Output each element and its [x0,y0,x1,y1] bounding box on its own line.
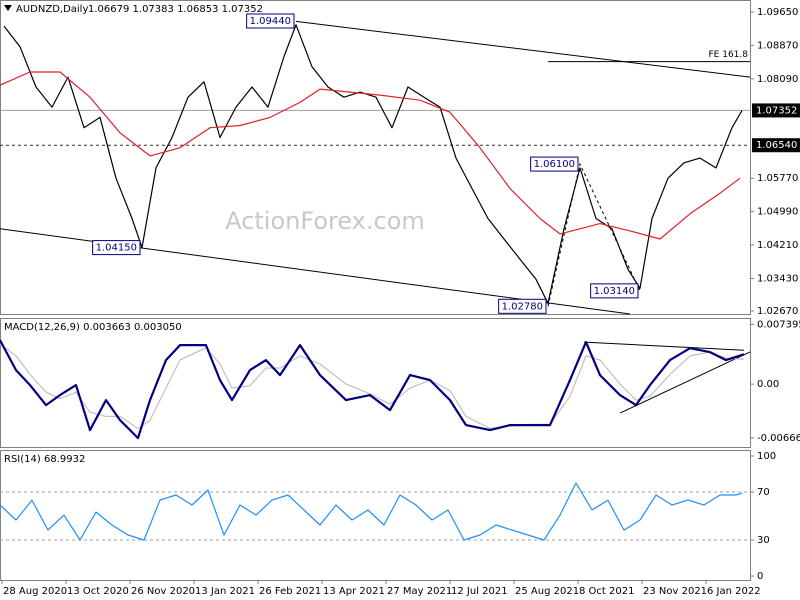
series-line [0,71,741,240]
x-tick-label: 25 Aug 2021 [515,586,579,597]
series-line [3,24,743,304]
series-line [0,482,743,541]
annotation-label: 1.02780 [502,301,543,312]
panel-title: AUDNZD,Daily [16,4,88,15]
y-tick-label: -0.006667 [757,433,800,444]
y-tick-label: 1.05770 [757,173,798,184]
zigzag [547,162,641,307]
x-tick-label: 13 Oct 2020 [67,586,129,597]
y-tick-label: 1.04990 [757,207,798,218]
y-tick-label: 1.09650 [757,7,798,18]
price-marker-box [752,138,800,153]
trendline [295,20,751,78]
x-tick-label: 12 Jul 2021 [451,586,508,597]
x-tick-label: 13 Apr 2021 [323,586,385,597]
panel-title: RSI(14) 68.9932 [4,454,85,465]
fibo-label: FE 161.8 [709,50,749,60]
dropdown-icon [4,5,12,11]
x-tick-label: 27 May 2021 [387,586,452,597]
trendline [583,341,745,351]
series-line [0,339,745,440]
annotation-label: 1.09440 [250,16,291,27]
annotation-box [498,298,547,314]
price-marker-label: 1.06540 [756,140,797,151]
price-marker-label: 1.07352 [756,105,797,116]
y-tick-label: 70 [757,487,770,498]
y-tick-label: 0.007395 [757,319,800,330]
y-tick-label: 100 [757,451,776,462]
x-tick-label: 13 Jan 2021 [195,586,255,597]
panel-frame [0,318,751,448]
y-tick-label: 1.03430 [757,273,798,284]
annotation-box [590,283,639,299]
x-tick-label: 6 Jan 2022 [707,586,761,597]
price-marker-box [752,103,800,118]
annotation-label: 1.06100 [534,159,575,170]
annotation-box [530,156,579,172]
panel-frame [0,0,751,315]
series-line [0,343,745,430]
annotation-label: 1.03140 [594,286,635,297]
y-tick-label: 0.00 [757,379,779,390]
annotation-label: 1.04150 [96,243,137,254]
y-tick-label: 30 [757,535,770,546]
y-tick-label: 1.08870 [757,40,798,51]
y-tick-label: 1.02670 [757,306,798,317]
panel-subtitle: 1.06679 1.07383 1.06853 1.07352 [88,4,263,15]
x-tick-label: 26 Feb 2021 [259,586,321,597]
trendline [619,351,751,414]
annotation-box [246,13,295,29]
y-tick-label: 1.04210 [757,240,798,251]
annotation-box [92,240,141,256]
panel-title: MACD(12,26,9) 0.003663 0.003050 [4,322,182,333]
y-tick-label: 1.08090 [757,74,798,85]
x-tick-label: 26 Nov 2020 [131,586,195,597]
panel-frame [0,450,751,581]
x-tick-label: 23 Nov 2021 [643,586,707,597]
x-tick-label: 8 Oct 2021 [579,586,634,597]
watermark: ActionForex.com [225,207,425,235]
y-tick-label: 0 [757,571,763,582]
x-tick-label: 28 Aug 2020 [3,586,67,597]
